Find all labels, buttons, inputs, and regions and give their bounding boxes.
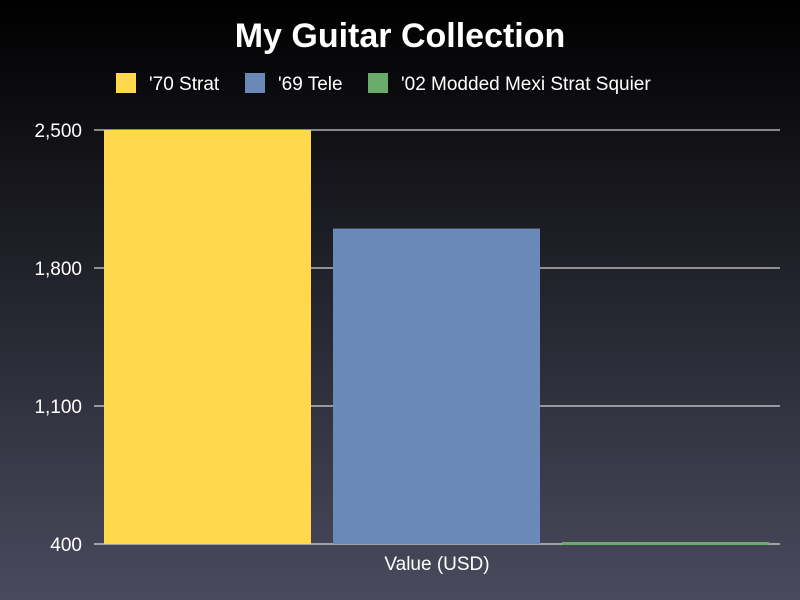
bar-2 [333, 228, 540, 545]
y-tick-label: 1,100 [34, 397, 82, 418]
chart-title: My Guitar Collection [235, 17, 566, 55]
bars [104, 130, 769, 545]
y-axis-ticks: 400 1,100 1,800 2,500 [34, 121, 82, 556]
y-tick-label: 1,800 [34, 259, 82, 280]
legend: '70 Strat '69 Tele '02 Modded Mexi Strat S… [116, 73, 651, 95]
legend-swatch [245, 73, 265, 93]
bar-1 [104, 130, 311, 544]
y-tick-label: 2,500 [34, 121, 82, 142]
legend-swatch [116, 73, 136, 93]
bar-3 [562, 542, 769, 545]
legend-label: '70 Strat [149, 74, 220, 95]
legend-swatch [368, 73, 388, 93]
y-tick-label: 400 [50, 535, 82, 556]
legend-label: '69 Tele [278, 74, 343, 95]
x-axis-label: Value (USD) [384, 554, 489, 575]
legend-label: '02 Modded Mexi Strat Squier [401, 74, 651, 95]
